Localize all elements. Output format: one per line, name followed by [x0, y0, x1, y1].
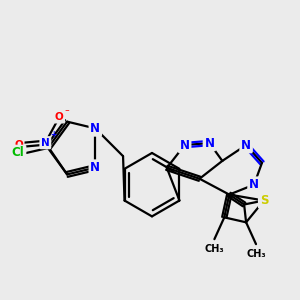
Text: N: N [204, 136, 214, 150]
Text: O: O [55, 112, 64, 122]
Text: N: N [90, 122, 100, 135]
Text: N: N [249, 178, 259, 191]
Text: CH₃: CH₃ [246, 249, 266, 259]
Text: N: N [180, 139, 190, 152]
Text: N: N [41, 138, 50, 148]
Text: ⁻: ⁻ [65, 109, 70, 118]
Text: N: N [90, 161, 100, 174]
Text: O: O [14, 140, 23, 150]
Text: N: N [241, 139, 251, 152]
Text: Cl: Cl [12, 146, 25, 160]
Text: CH₃: CH₃ [205, 244, 224, 254]
Text: +: + [50, 130, 56, 139]
Text: S: S [260, 194, 268, 207]
